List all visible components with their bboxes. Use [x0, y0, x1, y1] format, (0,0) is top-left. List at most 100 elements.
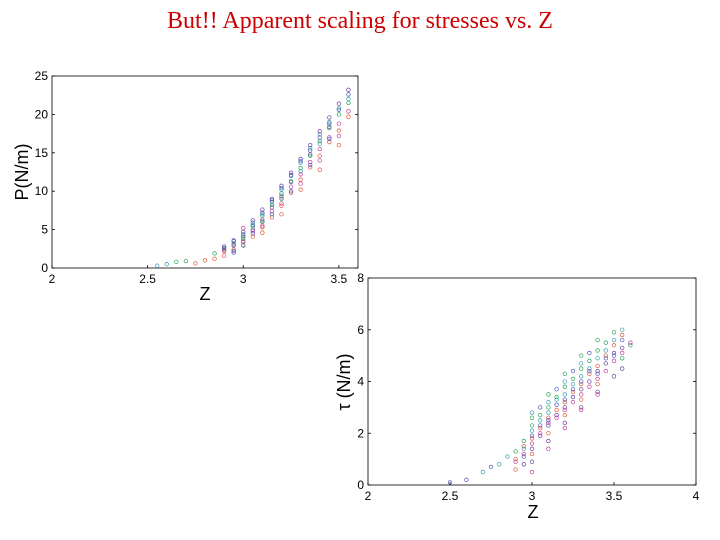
pressure-data-point — [279, 191, 284, 196]
pressure-data-point — [327, 115, 332, 120]
shear-data-point — [554, 415, 559, 420]
shear-data-point — [538, 425, 543, 431]
shear-data-point — [587, 366, 592, 371]
shear-data-point — [628, 343, 633, 348]
shear-data-point — [579, 366, 584, 371]
pressure-data-point — [241, 232, 246, 237]
shear-data-point — [595, 337, 600, 343]
shear-data-point — [570, 376, 576, 382]
shear-data-point — [480, 469, 485, 475]
pressure-data-point — [250, 231, 255, 236]
pressure-data-point — [346, 114, 351, 119]
pressure-data-point — [346, 109, 351, 114]
pressure-data-point — [336, 112, 342, 117]
pressure-data-point — [317, 167, 322, 172]
shear-data-point — [521, 446, 526, 451]
shear-data-point — [611, 353, 617, 358]
shear-data-point — [554, 407, 559, 413]
pressure-data-point — [231, 250, 236, 255]
pressure-data-point — [212, 256, 217, 261]
pressure-data-point — [231, 243, 236, 248]
pressure-data-point — [212, 251, 217, 256]
shear-data-point — [562, 384, 567, 389]
pressure-data-point — [317, 135, 322, 140]
shear-data-point — [611, 350, 617, 356]
shear-data-point — [562, 412, 567, 418]
shear-data-point — [546, 423, 551, 428]
pressure-data-point — [260, 223, 265, 228]
pressure-data-point — [164, 262, 169, 267]
shear-data-point — [620, 366, 625, 371]
pressure-data-point — [308, 159, 313, 165]
pressure-y-ticks: 0 5 10 15 20 25 — [35, 69, 358, 275]
pressure-data-point — [231, 248, 236, 254]
pressure-y-tick-label: 0 — [41, 261, 48, 275]
shear-data-point — [546, 420, 551, 426]
pressure-data-point — [279, 185, 284, 191]
pressure-y-tick-label: 20 — [35, 107, 49, 121]
shear-data-point — [529, 451, 535, 457]
shear-x-tick-label: 3.5 — [606, 489, 623, 503]
shear-data-point — [595, 376, 600, 382]
shear-data-point — [546, 410, 551, 415]
shear-data-point — [562, 425, 567, 431]
shear-data-point — [529, 459, 535, 464]
pressure-data-point — [298, 159, 303, 164]
pressure-x-ticks: 2 2.5 3 3.5 — [49, 265, 348, 286]
shear-data-point — [546, 431, 551, 436]
pressure-data-point — [193, 261, 198, 266]
pressure-data-point — [269, 199, 275, 205]
shear-data-point — [538, 431, 543, 436]
pressure-data-point — [346, 100, 351, 106]
shear-data-point — [579, 387, 584, 392]
shear-data-point — [620, 337, 625, 343]
shear-data-point — [521, 462, 526, 467]
pressure-data-point — [279, 212, 284, 217]
shear-data-point — [562, 405, 567, 410]
shear-data-point — [562, 407, 567, 413]
shear-data-point — [570, 368, 576, 374]
pressure-data-point — [346, 92, 351, 97]
shear-data-point — [546, 438, 551, 444]
shear-data-point — [554, 394, 559, 400]
pressure-data-point — [241, 236, 246, 241]
pressure-data-point — [202, 258, 208, 263]
shear-data-point — [562, 379, 567, 384]
shear-data-point — [579, 392, 584, 397]
shear-data-point — [611, 374, 617, 379]
pressure-data-point — [221, 253, 227, 258]
shear-x-tick-label: 3 — [529, 489, 536, 503]
shear-points — [447, 327, 633, 485]
shear-data-point — [513, 459, 518, 464]
shear-y-tick-label: 0 — [357, 478, 364, 492]
shear-data-point — [611, 343, 617, 348]
pressure-data-point — [231, 238, 236, 243]
shear-data-point — [554, 387, 559, 392]
pressure-data-point — [327, 121, 332, 126]
pressure-data-point — [298, 166, 303, 171]
pressure-data-point — [279, 196, 284, 202]
pressure-data-point — [288, 184, 294, 189]
pressure-data-point — [221, 248, 227, 253]
pressure-data-point — [269, 198, 275, 203]
shear-data-point — [538, 423, 543, 428]
pressure-data-point — [250, 228, 255, 234]
shear-data-point — [579, 397, 584, 402]
pressure-data-point — [260, 217, 265, 222]
pressure-data-point — [308, 162, 313, 168]
pressure-data-point — [231, 241, 236, 246]
shear-data-point — [611, 337, 617, 343]
pressure-data-point — [269, 212, 275, 217]
shear-data-point — [587, 368, 592, 374]
shear-x-tick-label: 2.5 — [442, 489, 459, 503]
shear-y-axis-label: τ (N/m) — [334, 353, 354, 410]
pressure-data-point — [327, 124, 332, 129]
pressure-plot-frame — [51, 75, 359, 269]
pressure-data-point — [308, 146, 313, 151]
pressure-points — [155, 87, 351, 268]
shear-data-point — [538, 412, 543, 418]
pressure-data-point — [250, 222, 255, 228]
shear-data-point — [521, 438, 526, 444]
shear-x-tick-label: 2 — [365, 489, 372, 503]
pressure-data-point — [250, 218, 255, 223]
